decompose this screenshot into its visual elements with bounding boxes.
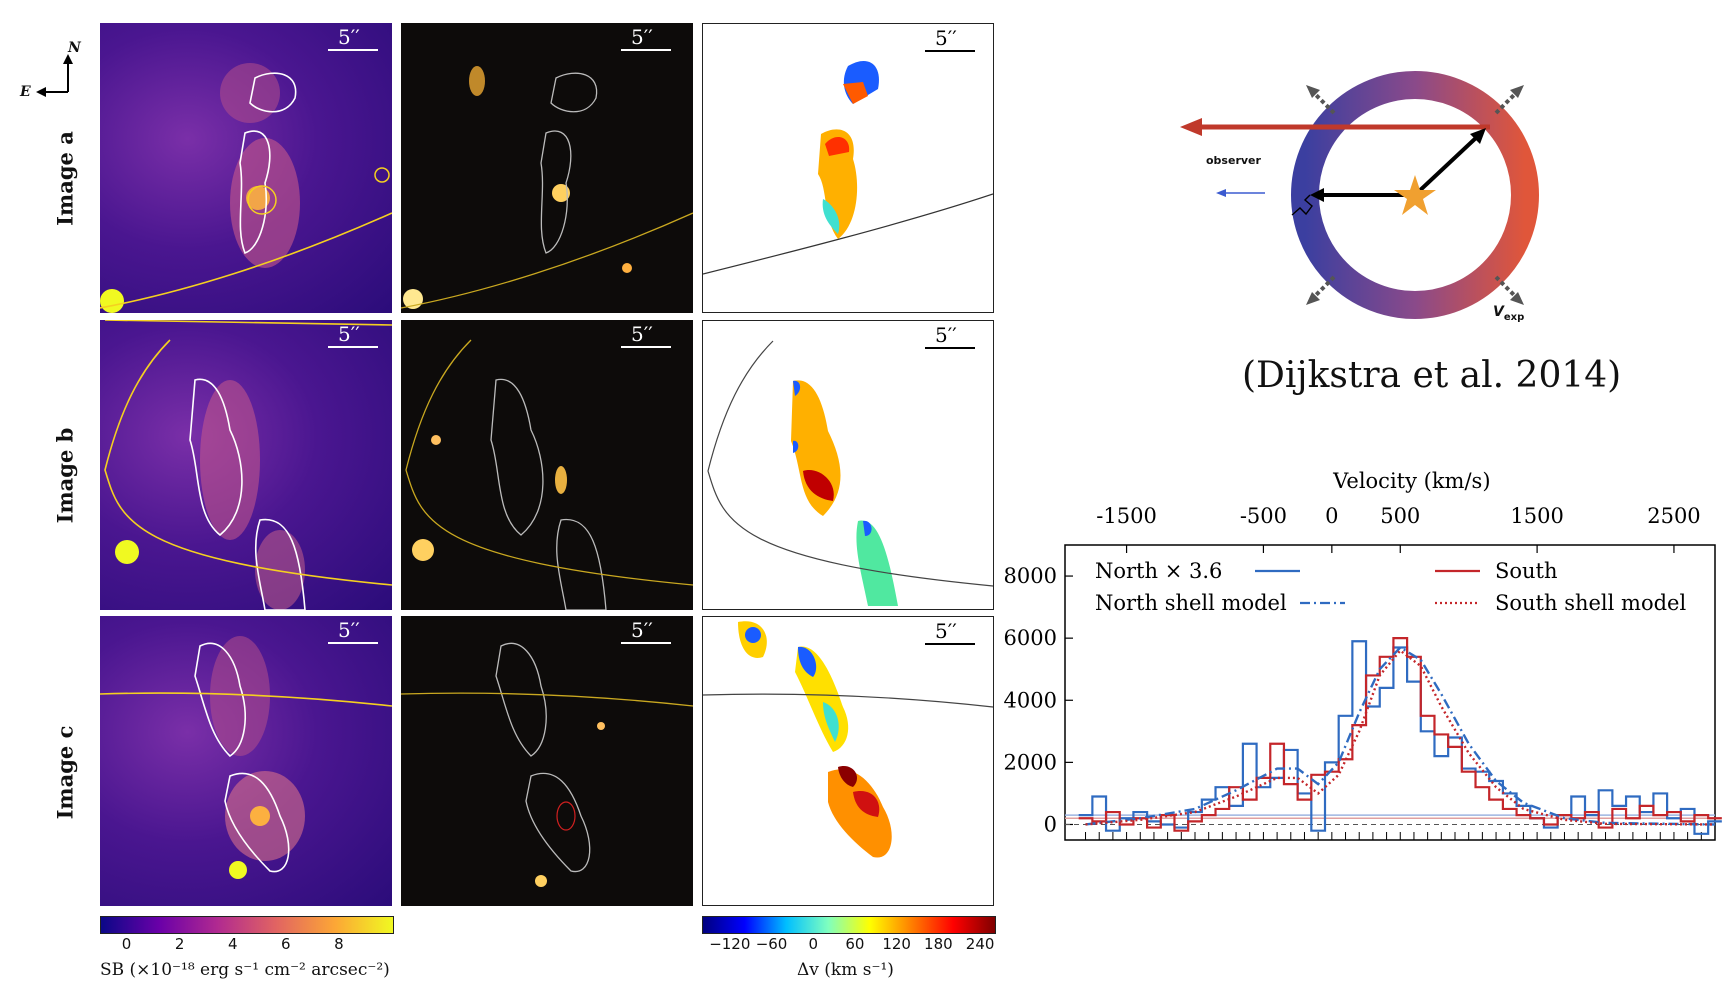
scale-bar-label: 5′′ — [935, 619, 957, 643]
sb-map-image-c: 5′′ — [100, 616, 392, 906]
top-axis-tick-label: 0 — [1325, 504, 1338, 528]
scale-bar-line — [621, 642, 671, 644]
scale-bar-label: 5′′ — [631, 322, 653, 346]
shell-model-diagram: observer Vexp — [1160, 50, 1580, 340]
top-axis-tick-label: 500 — [1380, 504, 1420, 528]
vexp-subscript: exp — [1503, 311, 1525, 323]
vexp-label: Vexp — [1493, 304, 1524, 323]
star-icon — [1394, 175, 1436, 215]
colorbar-tick-label: 6 — [281, 935, 291, 953]
velocity-map-b — [707, 340, 993, 606]
legend-label: North × 3.6 — [1095, 559, 1222, 583]
scale-bar-line — [328, 49, 378, 51]
colorbar-tick-label: 8 — [334, 935, 344, 953]
scale-bar-line — [925, 347, 975, 349]
spectrum-chart: Velocity (km/s) -1500 -500 0 500 1500 2500 0 200… — [1000, 465, 1725, 850]
sb-map-image-b: 5′′ — [100, 320, 392, 610]
colorbar-sb — [100, 916, 394, 934]
series-north-3-6 — [1078, 640, 1722, 835]
velocity-map-c — [703, 621, 993, 858]
y-tick-label: 8000 — [1004, 564, 1057, 588]
sb-map-contours-b — [104, 320, 392, 610]
scale-bar-line — [328, 346, 378, 348]
row-label-b: Image b — [52, 427, 78, 524]
top-axis-tick-label: -500 — [1240, 504, 1287, 528]
top-axis-tick-label: 1500 — [1510, 504, 1563, 528]
y-tick-label: 4000 — [1004, 688, 1057, 712]
citation: (Dijkstra et al. 2014) — [1242, 355, 1622, 396]
y-tick-label: 2000 — [1004, 750, 1057, 774]
colorbar-dv — [702, 916, 996, 934]
series-south-shell-model — [1085, 648, 1716, 826]
scale-bar-label: 5′′ — [338, 25, 360, 49]
y-tick-label: 6000 — [1004, 626, 1057, 650]
colorbar-tick-label: 60 — [845, 935, 865, 953]
sb-map-contours-a — [100, 63, 392, 313]
scale-bar-label: 5′′ — [338, 322, 360, 346]
compass-arrows — [36, 54, 73, 97]
compass: N E — [12, 40, 92, 110]
scale-bar-label: 5′′ — [338, 618, 360, 642]
hst-image-a: 5′′ — [401, 23, 693, 313]
scale-bar-line — [925, 643, 975, 645]
colorbar-tick-label: −120 — [709, 935, 751, 953]
colorbar-tick-label: −60 — [755, 935, 788, 953]
legend-label: North shell model — [1095, 591, 1287, 615]
series-north-shell-model — [1085, 645, 1716, 826]
scale-bar-line — [925, 50, 975, 52]
colorbar-tick-label: 2 — [174, 935, 185, 953]
spectrum-chart-svg: Velocity (km/s) -1500 -500 0 500 1500 2500 0 200… — [1004, 469, 1722, 841]
velocity-map-image-a: 5′′ — [702, 23, 994, 313]
observer-label: observer — [1206, 154, 1261, 167]
series-south — [1078, 637, 1722, 832]
shell-diagram-svg — [1180, 71, 1539, 319]
colorbar-tick-label: 0 — [808, 935, 819, 953]
top-axis-tick-label: 2500 — [1647, 504, 1700, 528]
scale-bar-line — [621, 346, 671, 348]
hst-contours-b — [405, 339, 693, 610]
velocity-map-image-b: 5′′ — [702, 320, 994, 610]
scale-bar-line — [621, 49, 671, 51]
scale-bar-label: 5′′ — [935, 26, 957, 50]
vexp-symbol: V — [1493, 304, 1504, 320]
colorbar-dv-label: Δv (km s⁻¹) — [797, 960, 894, 980]
colorbar-tick-label: 0 — [121, 935, 132, 953]
compass-east-label: E — [20, 84, 31, 100]
colorbar-tick-label: 4 — [227, 935, 238, 953]
hst-image-c: 5′′ — [401, 616, 693, 906]
top-axis-tick-label: -1500 — [1096, 504, 1157, 528]
compass-north-label: N — [68, 40, 81, 56]
hst-contours-c — [401, 642, 693, 887]
row-label-a: Image a — [52, 131, 78, 226]
plot-frame — [1064, 544, 1716, 841]
colorbar-sb-label: SB (×10⁻¹⁸ erg s⁻¹ cm⁻² arcsec⁻²) — [100, 960, 390, 980]
legend-label: South shell model — [1495, 591, 1686, 615]
velocity-map-image-c: 5′′ — [702, 616, 994, 906]
hst-contours-a — [401, 66, 693, 309]
colorbar-tick-label: 240 — [965, 935, 995, 953]
hst-image-b: 5′′ — [401, 320, 693, 610]
y-tick-label: 0 — [1044, 812, 1057, 836]
legend-label: South — [1495, 559, 1558, 583]
scale-bar-label: 5′′ — [631, 25, 653, 49]
colorbar-tick-label: 180 — [924, 935, 953, 953]
top-axis-label: Velocity (km/s) — [1332, 469, 1490, 493]
colorbar-tick-label: 120 — [882, 935, 911, 953]
scale-bar-label: 5′′ — [631, 618, 653, 642]
velocity-map-a — [703, 60, 993, 275]
scale-bar-label: 5′′ — [935, 323, 957, 347]
scale-bar-line — [328, 642, 378, 644]
row-label-c: Image c — [52, 725, 78, 820]
sb-map-image-a: 5′′ — [100, 23, 392, 313]
sb-map-contours-c — [100, 636, 392, 879]
